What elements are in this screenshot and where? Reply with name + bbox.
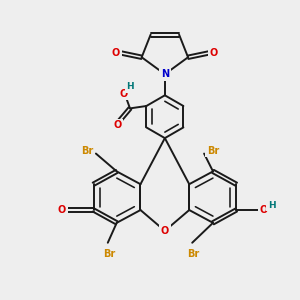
Text: H: H xyxy=(126,82,134,91)
Text: Br: Br xyxy=(103,249,116,259)
Text: O: O xyxy=(260,205,268,215)
Text: Br: Br xyxy=(81,146,93,156)
Text: O: O xyxy=(58,205,66,215)
Text: O: O xyxy=(161,226,169,236)
Text: H: H xyxy=(268,201,276,210)
Text: Br: Br xyxy=(207,146,219,156)
Text: O: O xyxy=(119,88,128,98)
Text: Br: Br xyxy=(188,249,200,259)
Text: O: O xyxy=(210,47,218,58)
Text: O: O xyxy=(113,120,121,130)
Text: N: N xyxy=(161,69,169,79)
Text: O: O xyxy=(112,47,120,58)
